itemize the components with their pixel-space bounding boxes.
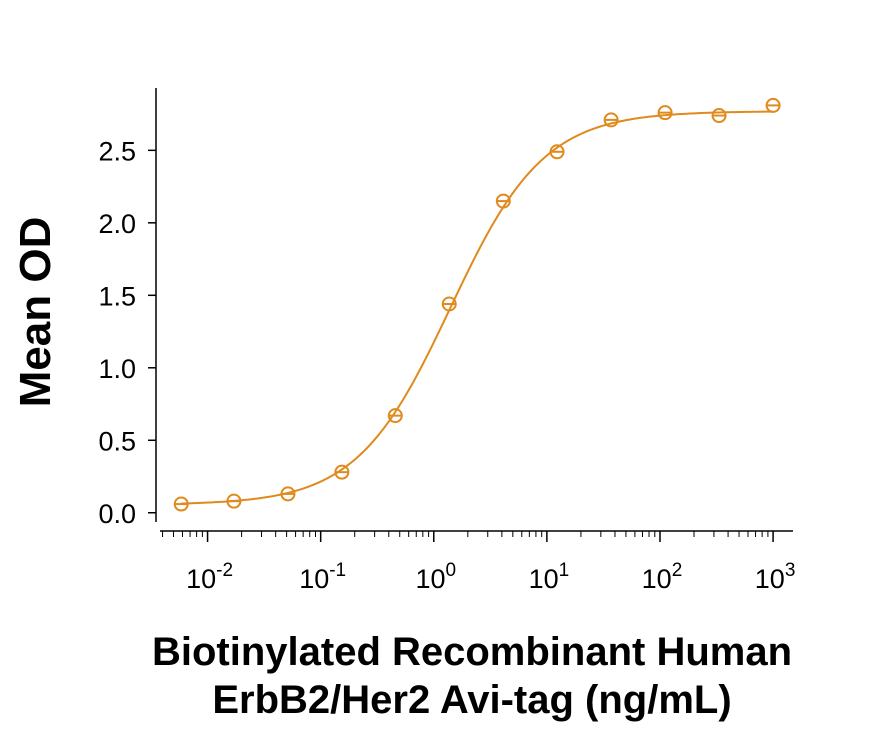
y-tick-label-4: 2.0 [98,209,136,239]
x-tick-label-2: 100 [415,560,456,594]
y-axis-title: Mean OD [11,217,60,408]
y-tick-label-2: 1.0 [98,354,136,384]
x-tick-label-3: 101 [529,560,570,594]
y-tick-label-5: 2.5 [98,136,136,166]
y-tick-label-3: 1.5 [98,281,136,311]
fit-curve [181,110,774,505]
x-tick-label-4: 102 [642,560,683,594]
x-axis-title-line-2: ErbB2/Her2 Avi-tag (ng/mL) [212,678,731,722]
y-tick-label-0: 0.0 [98,499,136,529]
x-tick-label-0: 10-2 [186,560,233,594]
x-axis-title-line-1: Biotinylated Recombinant Human [152,630,792,674]
x-tick-label-5: 103 [755,560,796,594]
x-tick-label-1: 10-1 [299,560,346,594]
y-tick-label-1: 0.5 [98,426,136,456]
